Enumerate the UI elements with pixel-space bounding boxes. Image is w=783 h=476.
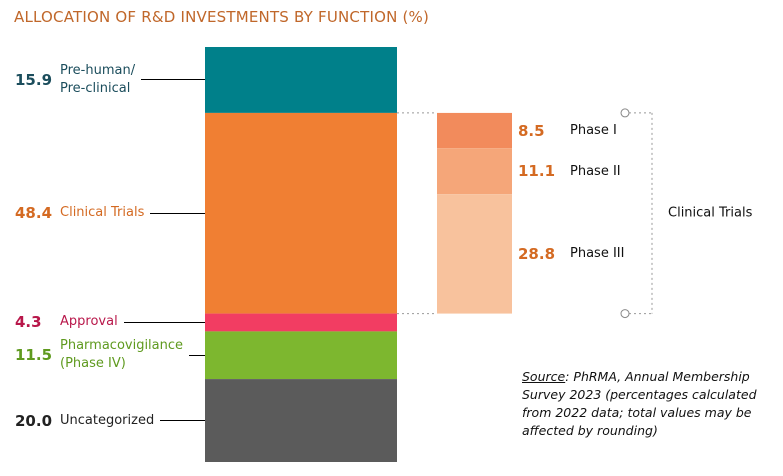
legend-label: Uncategorized: [60, 412, 155, 428]
value-label: 15.9: [15, 70, 53, 89]
breakdown-segment: [437, 148, 512, 195]
chart-title: ALLOCATION OF R&D INVESTMENTS BY FUNCTIO…: [14, 8, 430, 26]
leader-line: [160, 420, 205, 422]
bracket-end: [620, 309, 630, 319]
source-text: : PhRMA, Annual Membership Survey 2023 (…: [522, 369, 757, 438]
leader-line: [141, 79, 205, 81]
leader-line: [189, 354, 205, 356]
value-label: 20.0: [15, 411, 53, 430]
legend-label: Pre-human/ Pre-clinical: [60, 62, 136, 96]
value-label: 11.5: [15, 346, 53, 365]
legend-label: Clinical Trials: [60, 205, 145, 221]
bracket-end: [620, 108, 630, 118]
segment-label: 48.4 Clinical Trials: [15, 204, 205, 222]
value-label: 48.4: [15, 204, 53, 223]
legend-label: Approval: [60, 314, 118, 330]
breakdown-label: 8.5 Phase I: [518, 122, 617, 140]
bar-segment: [205, 379, 397, 462]
leader-line: [123, 321, 205, 323]
segment-label: 4.3 Approval: [15, 313, 205, 331]
breakdown-label: 11.1 Phase II: [518, 162, 621, 180]
breakdown-segment: [437, 194, 512, 314]
legend-label: Pharmacovigilance (Phase IV): [60, 338, 184, 372]
breakdown-segment: [437, 112, 512, 149]
bar-segment: [205, 331, 397, 380]
source-label: Source: [522, 369, 566, 384]
value-label: 28.8: [518, 244, 556, 263]
value-label: 8.5: [518, 121, 545, 140]
bar-segment: [205, 313, 397, 332]
breakdown-label: 28.8 Phase III: [518, 245, 624, 263]
breakdown-title: Clinical Trials: [668, 205, 753, 221]
bar-segment: [205, 112, 397, 314]
segment-label: 15.9 Pre-human/ Pre-clinical: [15, 62, 205, 98]
legend-label: Phase I: [570, 123, 617, 139]
segment-label: 11.5 Pharmacovigilance (Phase IV): [15, 337, 205, 373]
legend-label: Phase II: [570, 163, 621, 179]
legend-label: Phase III: [570, 246, 625, 262]
source-note: Source: PhRMA, Annual Membership Survey …: [522, 368, 772, 440]
value-label: 4.3: [15, 313, 42, 332]
bar-segment: [205, 47, 397, 113]
value-label: 11.1: [518, 162, 556, 181]
leader-line: [150, 212, 205, 214]
segment-label: 20.0 Uncategorized: [15, 412, 205, 430]
